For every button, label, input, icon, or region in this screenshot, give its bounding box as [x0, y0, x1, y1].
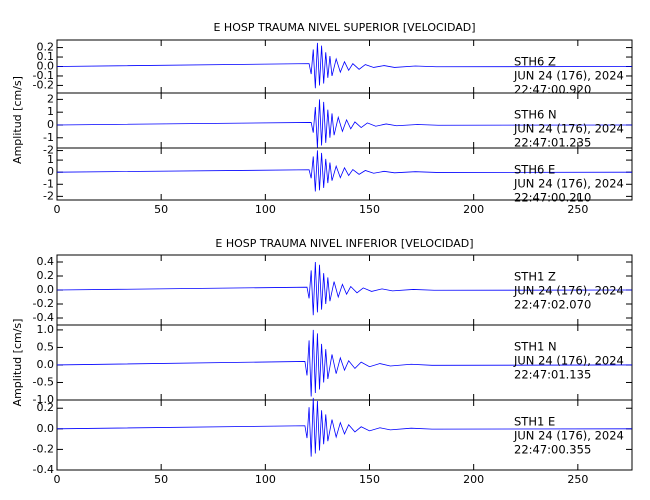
trace-station: STH6 N [514, 108, 557, 122]
x-tick-label: 250 [567, 473, 588, 486]
y-tick-label: -0.2 [33, 442, 54, 455]
waveform [56, 42, 633, 89]
y-tick-label: -0.4 [33, 311, 54, 324]
trace-time: 22:47:02.070 [514, 298, 591, 312]
x-tick-label: 150 [359, 203, 380, 216]
y-tick-label: 0 [47, 165, 54, 178]
y-tick-label: -1 [43, 131, 54, 144]
y-axis-label: Amplitud [cm/s] [11, 319, 24, 407]
trace-station: STH6 Z [514, 55, 556, 69]
x-tick-label: 0 [54, 203, 61, 216]
x-tick-label: 250 [567, 203, 588, 216]
chart-title: E HOSP TRAUMA NIVEL INFERIOR [VELOCIDAD] [215, 237, 473, 250]
trace-time: 22:47:01.135 [514, 368, 591, 382]
y-tick-label: -2 [43, 144, 54, 157]
trace-station: STH1 N [514, 340, 557, 354]
trace-date: JUN 24 (176), 2024 [513, 69, 624, 83]
x-tick-label: 200 [463, 473, 484, 486]
trace-date: JUN 24 (176), 2024 [513, 122, 624, 136]
y-tick-label: -0.2 [33, 78, 54, 91]
waveform [56, 150, 633, 192]
y-tick-label: 0.0 [37, 283, 55, 296]
trace-station: STH1 Z [514, 270, 556, 284]
trace-date: JUN 24 (176), 2024 [513, 429, 624, 443]
trace-station: STH6 E [514, 163, 555, 177]
trace-time: 22:47:00.355 [514, 443, 591, 457]
y-tick-label: 0.4 [37, 255, 55, 268]
waveform [56, 99, 633, 149]
chart-title: E HOSP TRAUMA NIVEL SUPERIOR [VELOCIDAD] [213, 21, 475, 34]
y-tick-label: 0.0 [37, 358, 55, 371]
trace-time: 22:47:01.235 [514, 136, 591, 150]
y-tick-label: -0.5 [33, 375, 54, 388]
y-tick-label: 0 [47, 118, 54, 131]
x-tick-label: 200 [463, 203, 484, 216]
y-tick-label: 0.0 [37, 60, 55, 73]
panel-frame [56, 399, 633, 471]
waveform [56, 329, 633, 397]
y-tick-label: -1 [43, 177, 54, 190]
y-tick-label: -2 [43, 189, 54, 202]
y-tick-label: 0.5 [37, 340, 55, 353]
y-tick-label: 0.2 [37, 401, 55, 414]
trace-time: 22:47:00.210 [514, 191, 591, 205]
trace-time: 22:47:00.920 [514, 83, 591, 97]
x-tick-label: 100 [255, 203, 276, 216]
y-tick-label: -0.1 [33, 69, 54, 82]
x-tick-label: 100 [255, 473, 276, 486]
y-tick-label: -1.0 [33, 393, 54, 406]
y-tick-label: 1.0 [37, 323, 55, 336]
trace-date: JUN 24 (176), 2024 [513, 177, 624, 191]
y-tick-label: 0.2 [37, 41, 55, 54]
trace-date: JUN 24 (176), 2024 [513, 354, 624, 368]
x-tick-label: 150 [359, 473, 380, 486]
y-tick-label: 2 [47, 92, 54, 105]
x-tick-label: 50 [154, 203, 168, 216]
y-tick-label: 0.2 [37, 269, 55, 282]
y-axis-label: Amplitud [cm/s] [11, 76, 24, 164]
waveform [56, 261, 633, 316]
y-tick-label: -0.4 [33, 463, 54, 476]
waveform [56, 397, 633, 457]
y-tick-label: -0.2 [33, 297, 54, 310]
y-tick-label: 1 [47, 153, 54, 166]
y-tick-label: 0.0 [37, 422, 55, 435]
trace-station: STH1 E [514, 415, 555, 429]
panel-frame [56, 147, 633, 201]
y-tick-label: 0.1 [37, 50, 55, 63]
y-tick-label: 1 [47, 105, 54, 118]
x-tick-label: 50 [154, 473, 168, 486]
x-tick-label: 0 [54, 473, 61, 486]
trace-date: JUN 24 (176), 2024 [513, 284, 624, 298]
